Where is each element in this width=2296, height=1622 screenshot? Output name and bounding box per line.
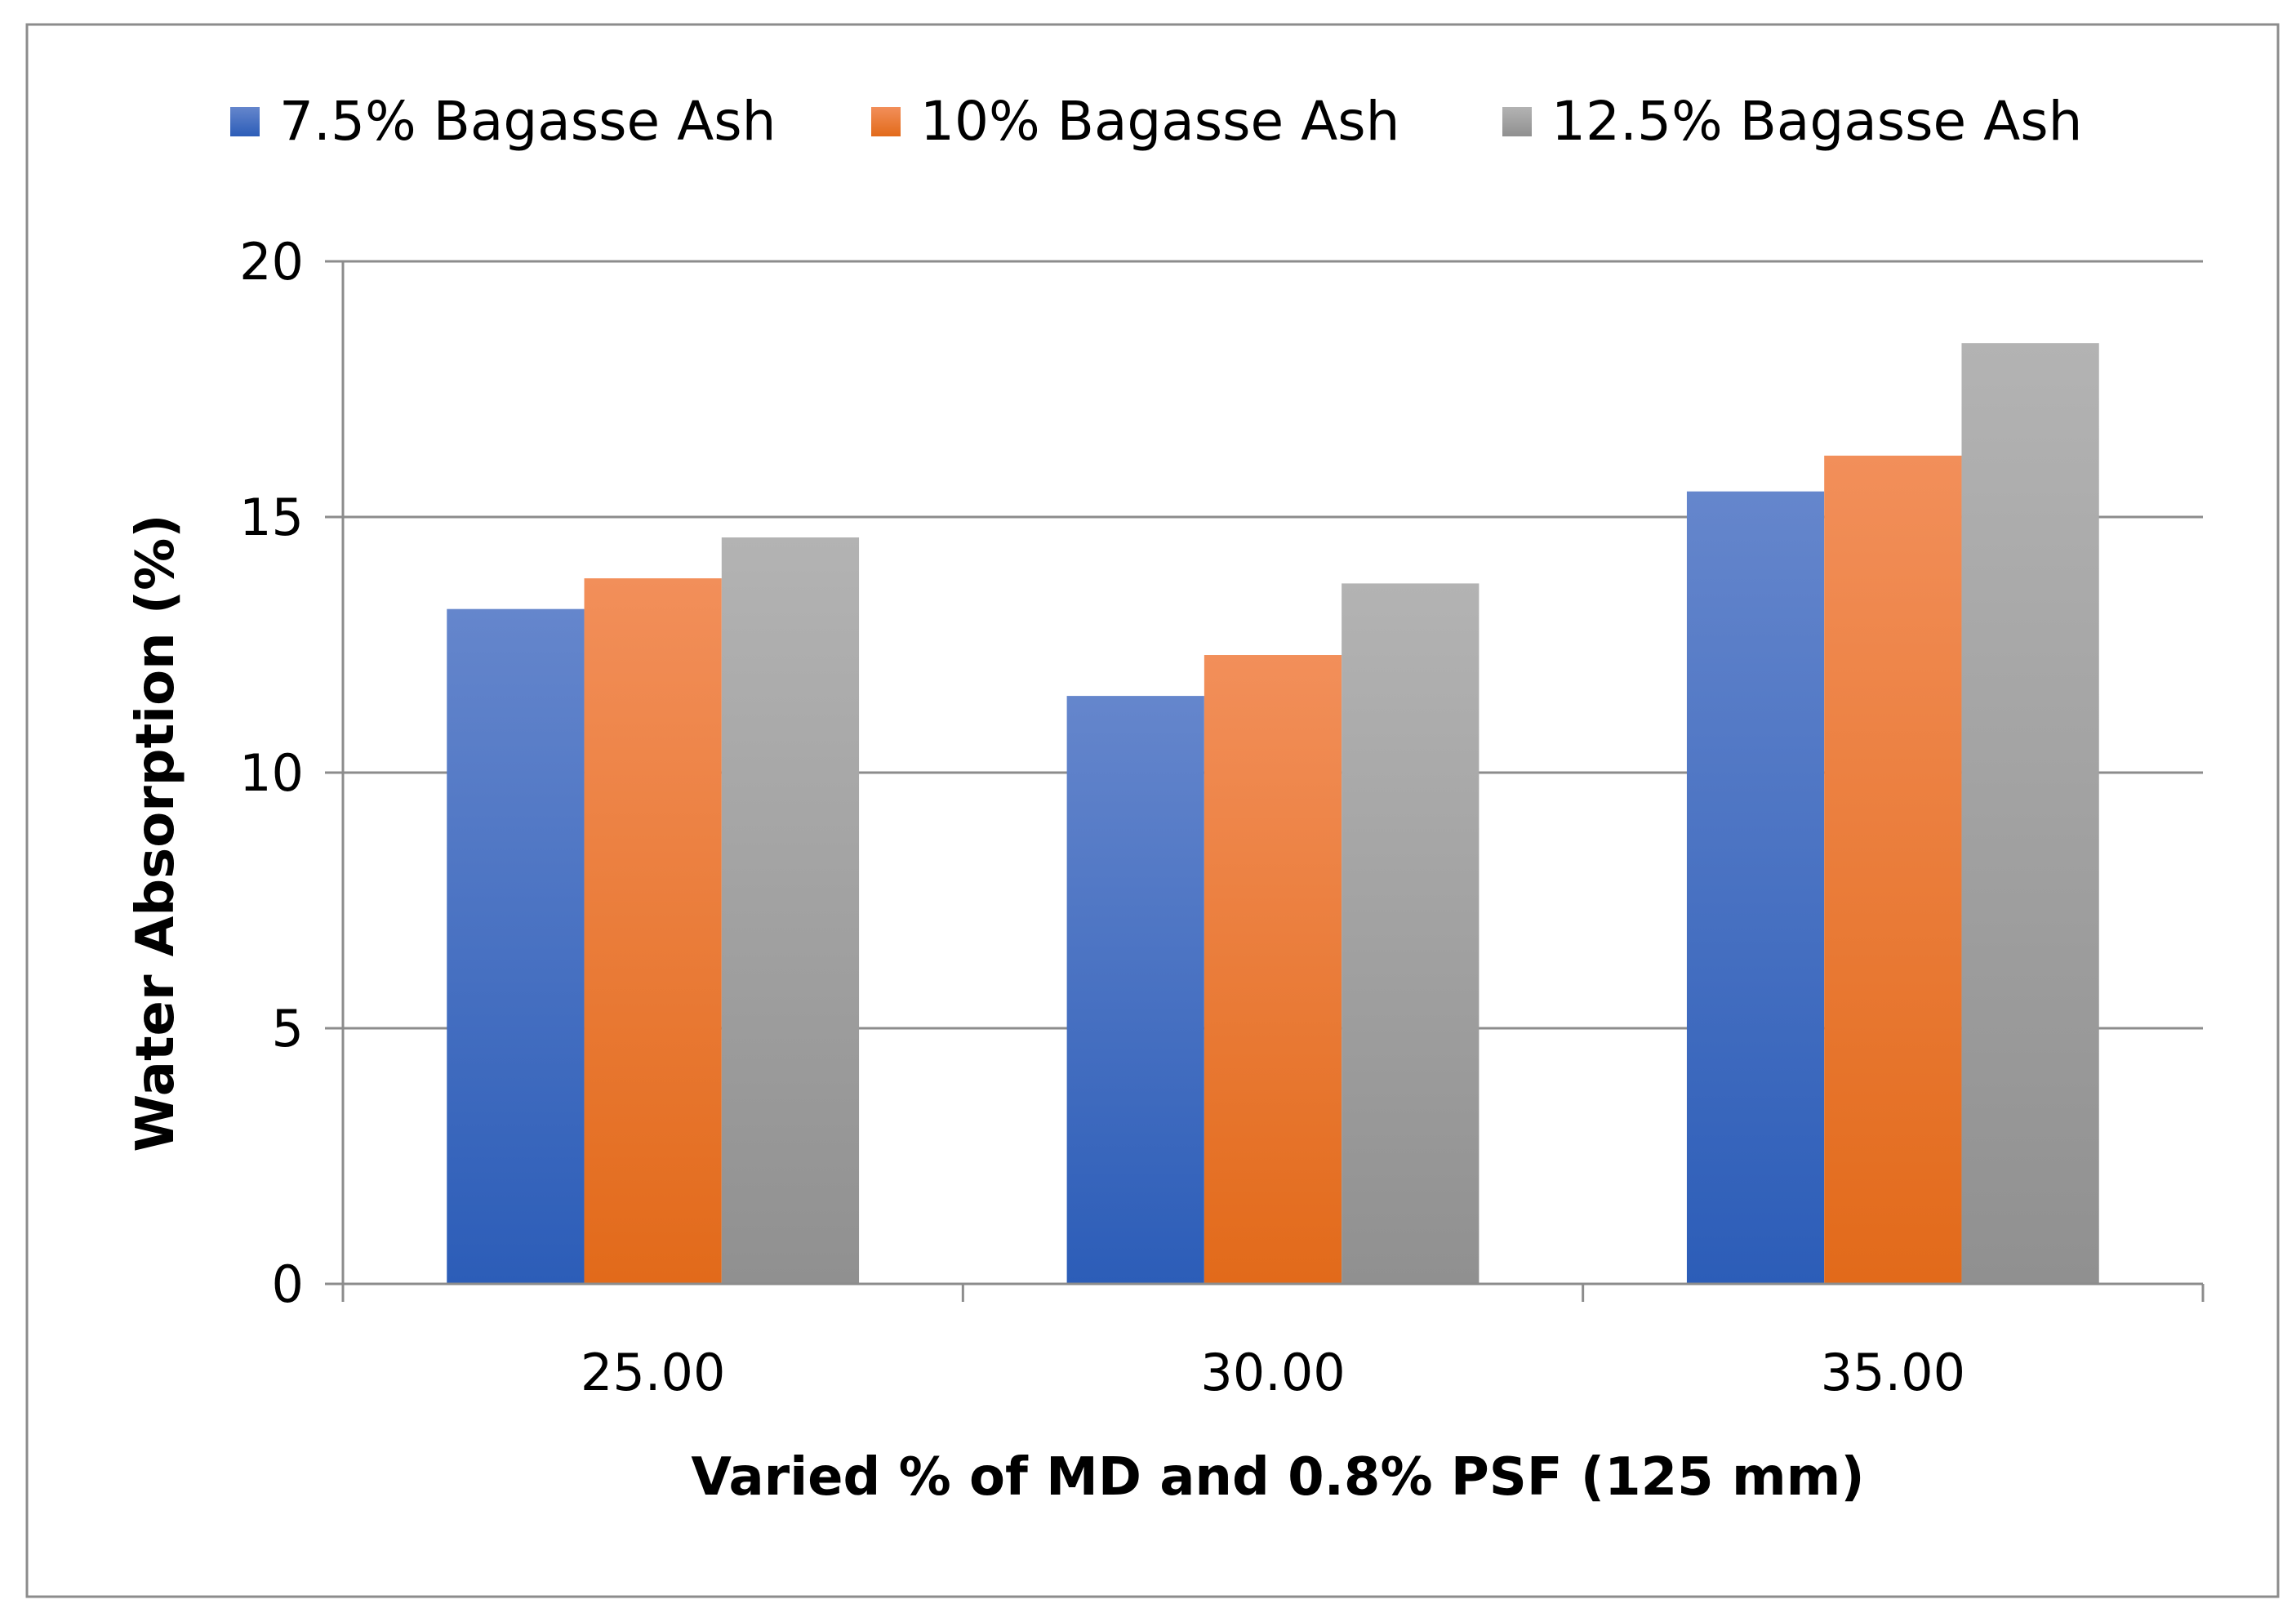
y-tick-label-0: 0 [272,1254,304,1314]
legend-swatch-12-5-bagasse-ash [1502,107,1532,136]
bar-7-5-bagasse-ash-35-00 [1686,491,1825,1284]
y-tick-label-20: 20 [239,232,304,292]
legend-label-12-5-bagasse-ash: 12.5% Bagasse Ash [1551,90,2082,153]
legend-swatch-7-5-bagasse-ash [230,107,260,136]
bar-10-bagasse-ash-25-00 [584,578,722,1284]
bar-12-5-bagasse-ash-35-00 [1961,343,2099,1284]
legend-swatch-10-bagasse-ash [871,107,901,136]
x-axis-title: Varied % of MD and 0.8% PSF (125 mm) [691,1447,1864,1508]
bar-12-5-bagasse-ash-25-00 [721,537,860,1284]
axes [341,261,2205,1302]
y-tick-label-5: 5 [272,999,304,1058]
bars [447,343,2099,1284]
legend: 7.5% Bagasse Ash 10% Bagasse Ash 12.5% Bag… [230,90,2082,153]
y-tick-label-15: 15 [239,488,304,547]
legend-label-7-5-bagasse-ash: 7.5% Bagasse Ash [279,90,776,153]
bar-12-5-bagasse-ash-30-00 [1342,583,1479,1284]
x-tick-label-35-00: 35.00 [1821,1343,1966,1402]
legend-label-10-bagasse-ash: 10% Bagasse Ash [920,90,1399,153]
x-tick-label-25-00: 25.00 [581,1343,726,1402]
x-tick-label-30-00: 30.00 [1200,1343,1346,1402]
y-tick-label-10: 10 [239,743,304,803]
y-axis-title: Water Absorption (%) [126,514,186,1152]
bar-10-bagasse-ash-35-00 [1824,455,1962,1284]
tick-labels: 0 5 10 15 20 25.00 30.00 35.00 [239,232,1965,1402]
bar-10-bagasse-ash-30-00 [1204,655,1342,1284]
bar-7-5-bagasse-ash-30-00 [1066,696,1204,1284]
bar-7-5-bagasse-ash-25-00 [447,608,585,1284]
